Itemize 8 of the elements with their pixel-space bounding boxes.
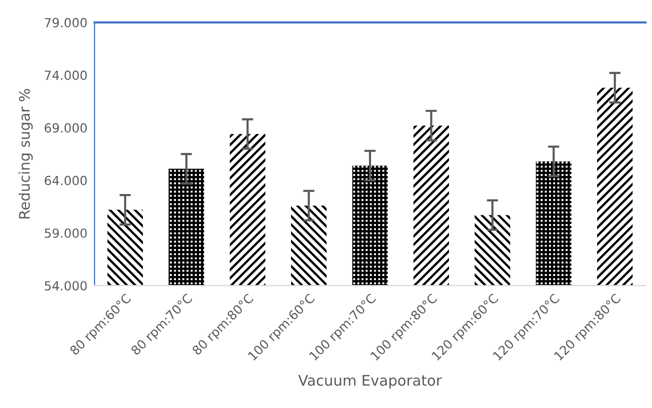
y-tick-label: 69.000 [44,123,87,133]
y-tick-label: 59.000 [44,228,87,238]
y-axis-title: Reducing sugar % [18,88,33,218]
y-tick-label: 79.000 [44,18,87,28]
x-axis-title: Vacuum Evaporator [298,375,442,389]
y-tick-label: 74.000 [44,70,87,80]
y-tick-label: 54.000 [44,281,87,291]
y-tick-label: 64.000 [44,176,87,186]
